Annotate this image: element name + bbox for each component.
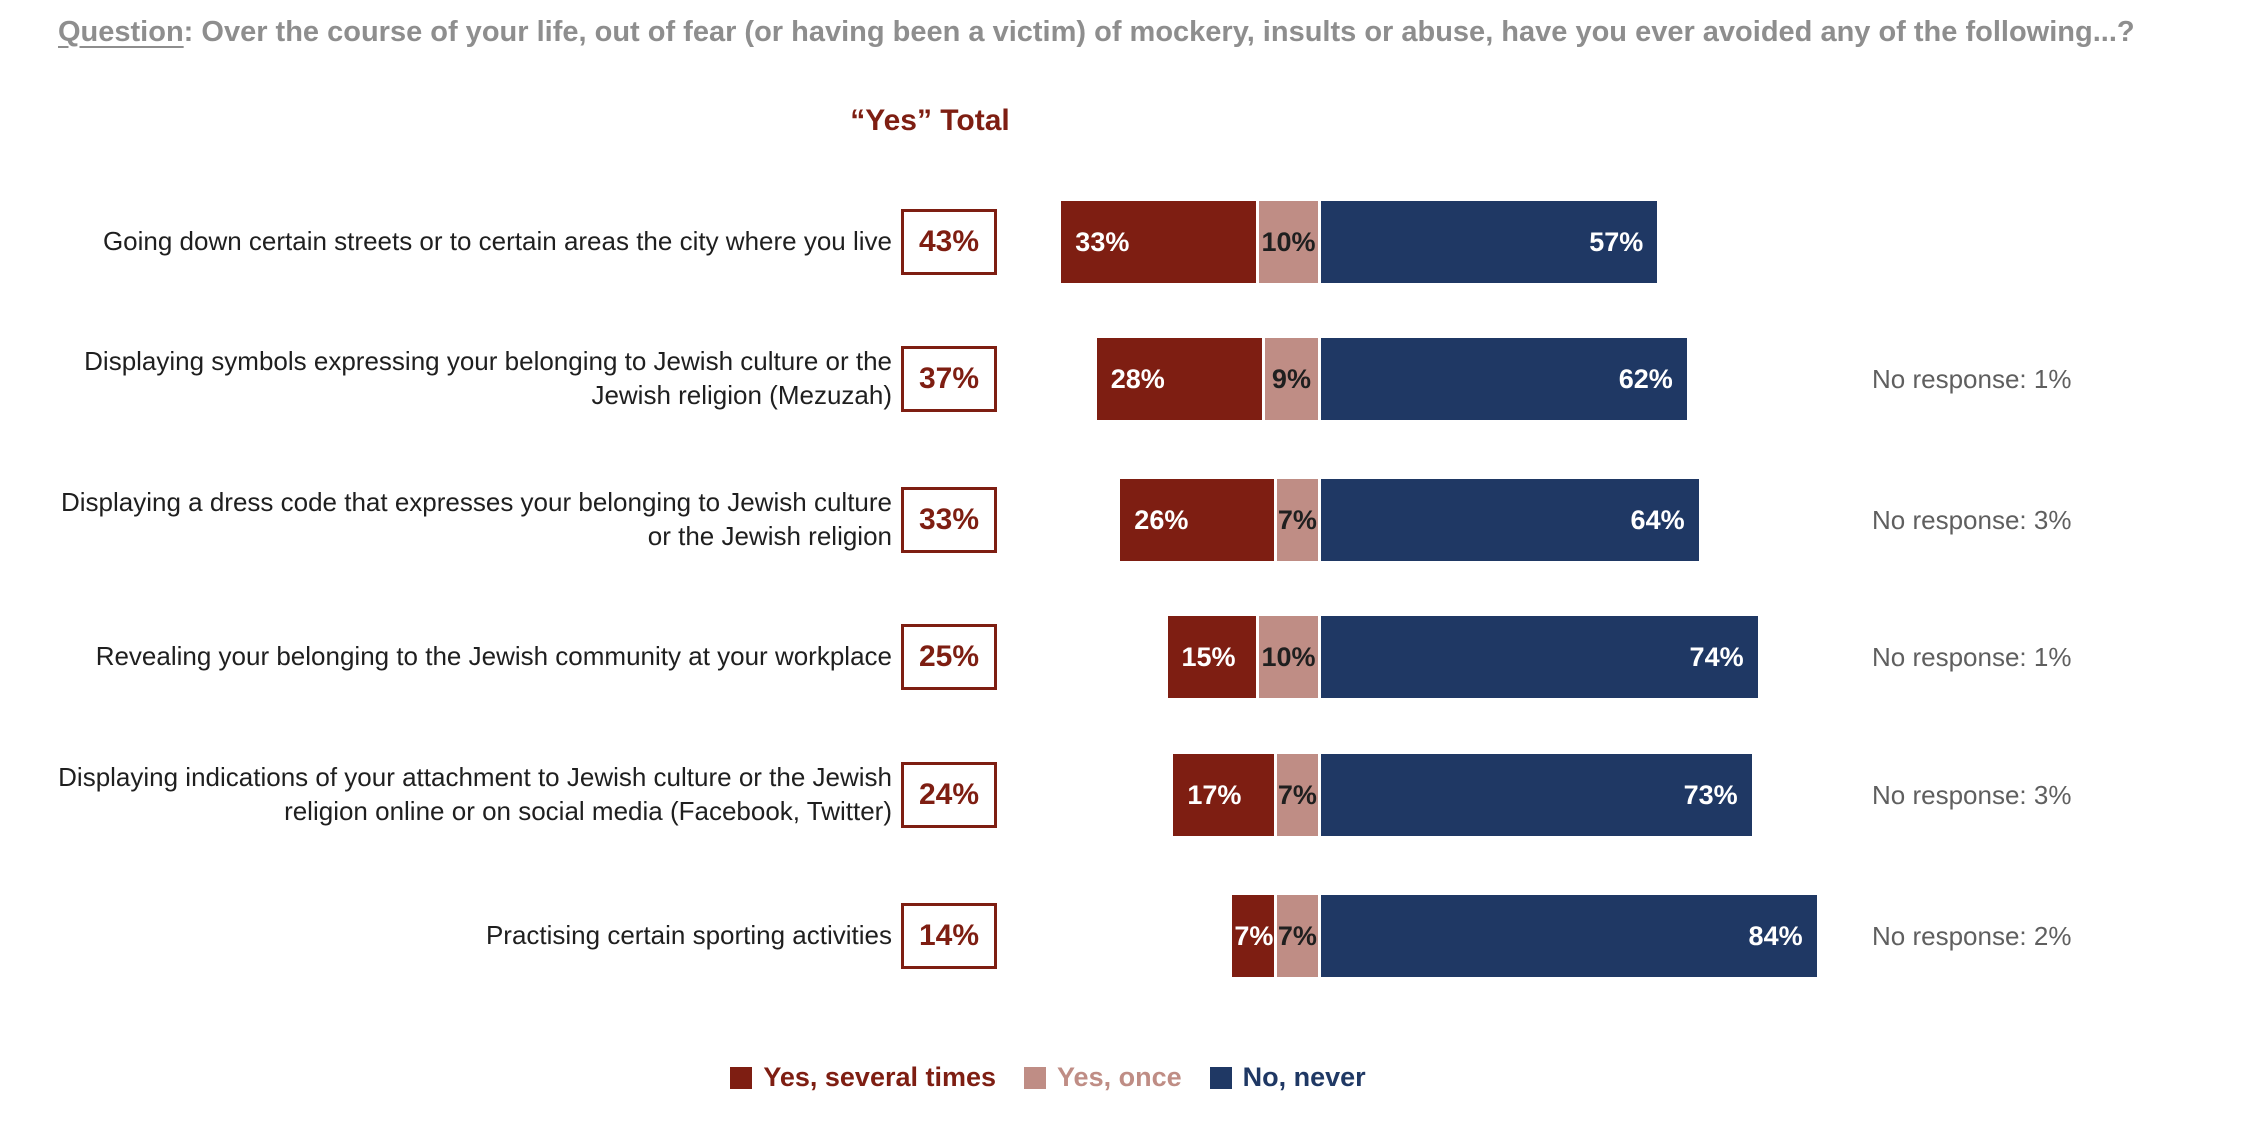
bar-segment-yes-once: 10% [1259,616,1318,698]
yes-total-header: “Yes” Total [850,104,1010,137]
bar-segment-yes-once: 10% [1259,201,1318,283]
segment-value-label: 10% [1261,226,1316,257]
bar-segment-yes-several-times: 15% [1167,616,1256,698]
legend-swatch-icon [1209,1066,1232,1089]
question-text: Question: Over the course of your life, … [58,10,2208,55]
no-response-label: No response: 3% [1872,505,2072,535]
segment-value-label: 84% [1748,920,1803,951]
segment-value-label: 73% [1683,779,1738,810]
bar-segment-yes-once: 7% [1276,895,1318,977]
category-label: Displaying indications of your attachmen… [58,762,892,826]
segment-value-label: 7% [1277,779,1317,810]
bar-segment-yes-once: 9% [1264,338,1318,420]
legend-item: Yes, several times [730,1062,996,1093]
segment-value-label: 74% [1689,641,1744,672]
bar-segment-yes-several-times: 33% [1061,201,1256,283]
legend-label: Yes, once [1057,1062,1182,1092]
no-response-label: No response: 1% [1872,364,2072,394]
segment-value-label: 7% [1277,504,1317,535]
category-label: Displaying symbols expressing your belon… [84,346,892,410]
legend-label: No, never [1242,1062,1366,1092]
category-label: Going down certain streets or to certain… [102,226,892,257]
legend-item: Yes, once [1024,1062,1182,1093]
bar-segment-yes-once: 7% [1276,479,1318,561]
segment-value-label: 57% [1589,226,1644,257]
bar-segment-no-never: 64% [1321,479,1699,561]
bar-segment-no-never: 73% [1321,754,1752,836]
segment-value-label: 33% [1075,226,1130,257]
category-label: Revealing your belonging to the Jewish c… [95,641,892,672]
legend-item: No, never [1209,1062,1366,1093]
segment-value-label: 10% [1261,641,1316,672]
no-response-label: No response: 3% [1872,780,2072,810]
no-response-label: No response: 2% [1872,921,2072,951]
yes-total-box: 43% [901,209,997,275]
bar-segment-no-never: 74% [1321,616,1758,698]
legend: Yes, several times Yes, once No, never [698,1062,1398,1093]
category-label: Displaying a dress code that expresses y… [60,487,892,551]
segment-value-label: 15% [1181,641,1236,672]
bar-segment-no-never: 62% [1321,338,1687,420]
bar-segment-yes-several-times: 17% [1173,754,1274,836]
segment-value-label: 17% [1187,779,1242,810]
yes-total-box: 37% [901,346,997,412]
bar-segment-yes-once: 7% [1276,754,1318,836]
question-rest: : Over the course of your life, out of f… [183,16,2135,48]
segment-value-label: 9% [1271,363,1311,394]
legend-swatch-icon [730,1066,753,1089]
yes-total-box: 33% [901,487,997,553]
category-label: Practising certain sporting activities [485,920,892,951]
yes-total-box: 14% [901,903,997,969]
segment-value-label: 28% [1110,363,1165,394]
legend-swatch-icon [1024,1066,1047,1089]
bar-segment-yes-several-times: 7% [1232,895,1274,977]
segment-value-label: 7% [1234,920,1274,951]
legend-label: Yes, several times [763,1062,997,1092]
yes-total-box: 24% [901,762,997,828]
no-response-label: No response: 1% [1872,642,2072,672]
segment-value-label: 26% [1134,504,1189,535]
bar-segment-yes-several-times: 26% [1120,479,1274,561]
segment-value-label: 64% [1630,504,1685,535]
bar-segment-no-never: 57% [1321,201,1658,283]
segment-value-label: 62% [1618,363,1673,394]
yes-total-box: 25% [901,624,997,690]
bar-segment-no-never: 84% [1321,895,1817,977]
bar-segment-yes-several-times: 28% [1096,338,1262,420]
question-prefix: Question [58,16,184,48]
segment-value-label: 7% [1277,920,1317,951]
